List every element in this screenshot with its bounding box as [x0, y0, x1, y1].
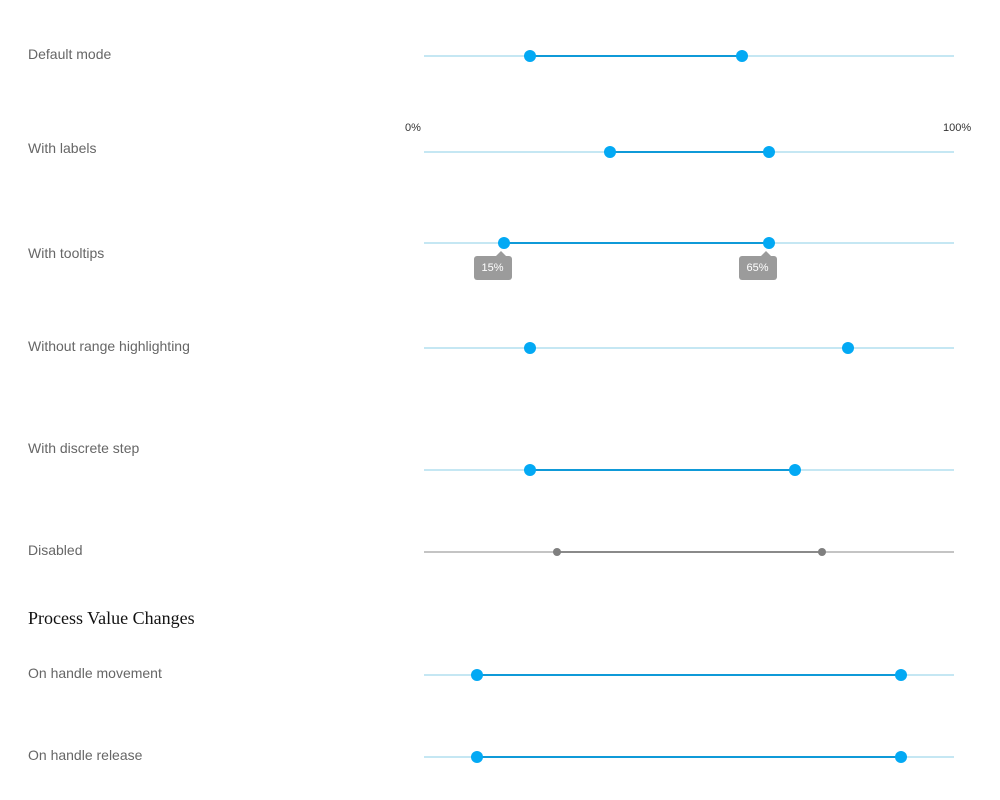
with-tooltips-range — [503, 242, 769, 244]
scale-min-label: 0% — [405, 122, 421, 134]
end-value-tooltip: 65% — [738, 251, 777, 280]
with-tooltips-start-handle[interactable] — [497, 237, 510, 249]
with-labels-slider[interactable] — [424, 146, 954, 158]
with-labels-label: With labels — [28, 140, 97, 156]
section-title: Process Value Changes — [28, 608, 195, 628]
default-mode-slider[interactable] — [424, 50, 954, 62]
no-highlight-start-handle[interactable] — [524, 342, 536, 354]
on-handle-movement-label: On handle movement — [28, 665, 162, 681]
default-mode-label: Default mode — [28, 46, 112, 62]
with-labels-end-handle[interactable] — [762, 146, 775, 158]
on-handle-release-start-handle[interactable] — [471, 751, 483, 763]
with-labels-range — [609, 151, 769, 153]
scale-max-label: 100% — [943, 122, 972, 134]
discrete-step-slider[interactable] — [424, 464, 954, 476]
disabled-slider — [424, 548, 954, 556]
disabled-start-handle — [552, 548, 561, 556]
on-handle-release-label: On handle release — [28, 747, 143, 763]
disabled-end-handle — [817, 548, 826, 556]
disabled-range — [556, 551, 822, 553]
discrete-step-end-handle[interactable] — [789, 464, 801, 476]
on-handle-release-end-handle[interactable] — [895, 751, 907, 763]
default-mode-end-handle[interactable] — [736, 50, 748, 62]
on-handle-movement-end-handle[interactable] — [895, 669, 907, 681]
with-tooltips-end-handle[interactable] — [762, 237, 775, 249]
on-handle-movement-start-handle[interactable] — [471, 669, 483, 681]
no-highlight-end-handle[interactable] — [842, 342, 854, 354]
no-highlight-slider[interactable] — [424, 342, 954, 354]
start-value-tooltip: 15% — [473, 251, 512, 280]
with-tooltips-slider[interactable]: 15% 65% — [424, 237, 954, 280]
on-handle-release-range — [477, 756, 901, 758]
on-handle-movement-range — [477, 674, 901, 676]
discrete-step-range — [530, 469, 795, 471]
discrete-step-label: With discrete step — [28, 440, 140, 456]
default-mode-start-handle[interactable] — [524, 50, 536, 62]
on-handle-movement-slider[interactable] — [424, 669, 954, 681]
with-labels-start-handle[interactable] — [603, 146, 616, 158]
with-tooltips-label: With tooltips — [28, 245, 105, 261]
disabled-label: Disabled — [28, 542, 83, 558]
no-highlight-label: Without range highlighting — [28, 338, 190, 354]
default-mode-range — [530, 55, 742, 57]
on-handle-release-slider[interactable] — [424, 751, 954, 763]
discrete-step-start-handle[interactable] — [524, 464, 536, 476]
